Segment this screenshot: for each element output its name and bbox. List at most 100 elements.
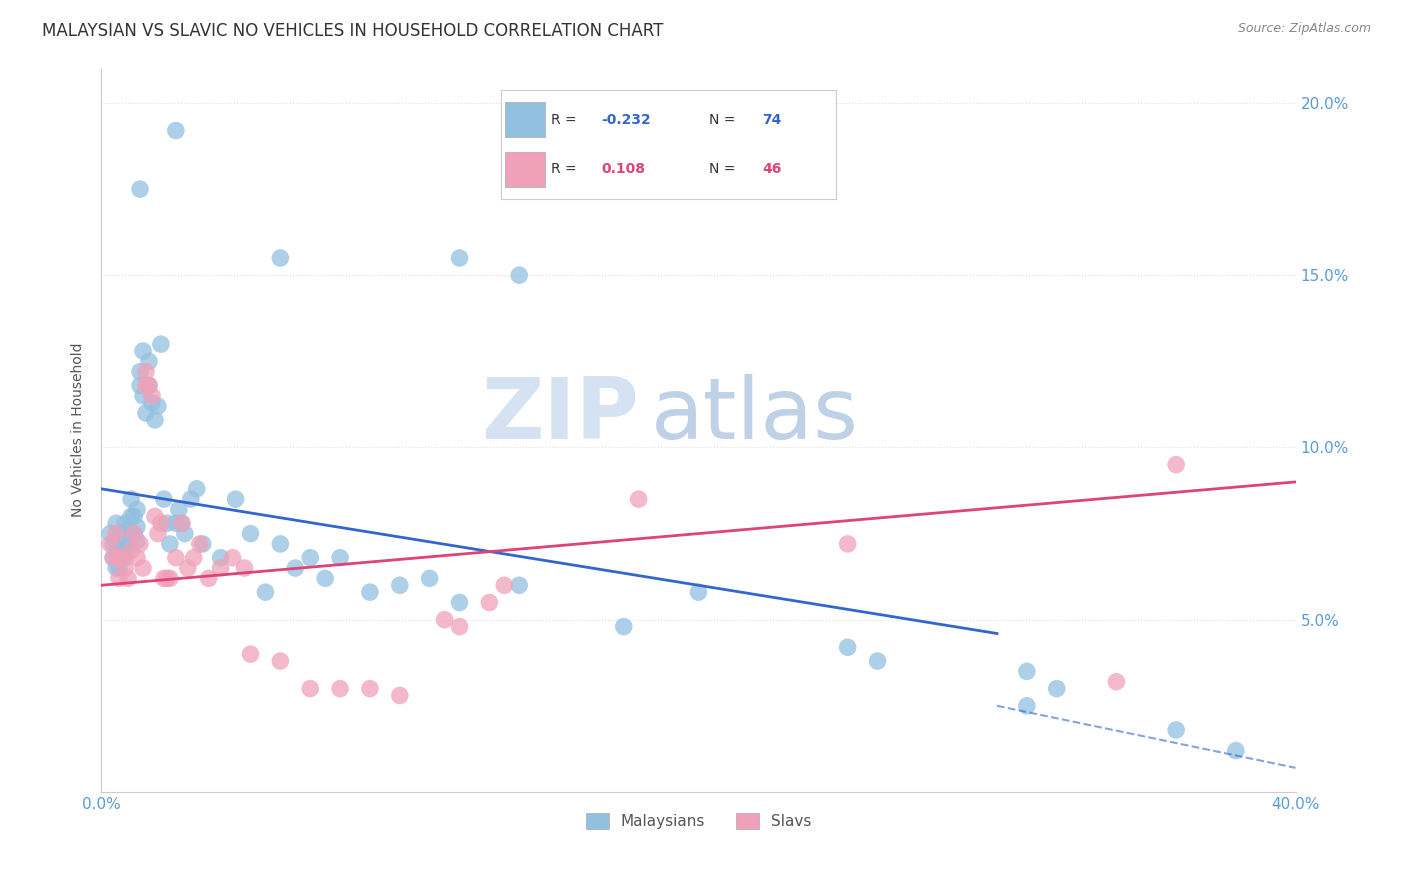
Point (1166, 458, 1188, 472)
Point (173, 526, 195, 541)
Point (188, 537, 211, 551)
Point (269, 251, 291, 265)
Point (329, 681, 352, 696)
Point (165, 516, 187, 531)
Point (156, 571, 179, 585)
Point (138, 378, 160, 392)
Point (146, 526, 169, 541)
Point (122, 509, 145, 524)
Point (388, 578, 411, 592)
Point (165, 550, 187, 565)
Point (138, 378, 160, 392)
Point (1225, 744, 1247, 758)
Point (125, 533, 148, 548)
Point (98, 526, 121, 541)
Point (120, 492, 142, 507)
Point (114, 537, 136, 551)
Point (120, 509, 142, 524)
Text: Source: ZipAtlas.com: Source: ZipAtlas.com (1237, 22, 1371, 36)
Point (114, 561, 136, 575)
Point (449, 595, 471, 609)
Point (117, 571, 139, 585)
Point (129, 537, 152, 551)
Point (153, 571, 176, 585)
Point (299, 681, 322, 696)
Point (688, 585, 710, 599)
Point (1105, 674, 1128, 689)
Point (329, 550, 352, 565)
Point (105, 516, 128, 531)
Point (149, 337, 172, 351)
Point (478, 595, 501, 609)
Point (1015, 698, 1038, 713)
Point (114, 516, 136, 531)
Point (159, 571, 181, 585)
Point (419, 571, 441, 585)
Point (170, 516, 193, 531)
Point (143, 413, 166, 427)
Point (627, 492, 650, 507)
Point (508, 268, 530, 283)
Point (1015, 665, 1038, 679)
Point (135, 406, 157, 420)
Point (132, 344, 155, 359)
Point (111, 550, 134, 565)
Text: MALAYSIAN VS SLAVIC NO VEHICLES IN HOUSEHOLD CORRELATION CHART: MALAYSIAN VS SLAVIC NO VEHICLES IN HOUSE… (42, 22, 664, 40)
Point (125, 550, 148, 565)
Y-axis label: No Vehicles in Household: No Vehicles in Household (72, 343, 86, 517)
Point (167, 502, 190, 516)
Point (98, 537, 121, 551)
Point (508, 578, 530, 592)
Point (156, 516, 179, 531)
Point (108, 571, 131, 585)
Point (299, 550, 322, 565)
Point (1166, 723, 1188, 737)
Text: ZIP: ZIP (481, 375, 638, 458)
Point (269, 654, 291, 668)
Point (111, 526, 134, 541)
Point (101, 537, 124, 551)
Point (101, 550, 124, 565)
Point (132, 561, 155, 575)
Point (254, 585, 277, 599)
Point (114, 550, 136, 565)
Point (132, 389, 155, 403)
Point (449, 619, 471, 633)
Point (117, 523, 139, 537)
Point (120, 544, 142, 558)
Point (105, 533, 128, 548)
Point (117, 537, 139, 551)
Point (449, 251, 471, 265)
Point (129, 365, 152, 379)
Legend: Malaysians, Slavs: Malaysians, Slavs (579, 806, 817, 835)
Point (191, 537, 214, 551)
Point (105, 561, 128, 575)
Point (141, 395, 163, 409)
Point (269, 537, 291, 551)
Point (141, 389, 163, 403)
Point (138, 354, 160, 368)
Point (186, 482, 208, 496)
Point (197, 571, 219, 585)
Point (108, 544, 131, 558)
Point (108, 561, 131, 575)
Point (135, 365, 157, 379)
Point (613, 619, 636, 633)
Point (177, 561, 200, 575)
Point (866, 654, 889, 668)
Point (122, 526, 145, 541)
Point (125, 519, 148, 533)
Point (221, 550, 243, 565)
Point (433, 613, 456, 627)
Point (159, 537, 181, 551)
Text: atlas: atlas (651, 375, 859, 458)
Point (837, 640, 859, 655)
Point (1046, 681, 1069, 696)
Point (135, 378, 157, 392)
Point (209, 550, 232, 565)
Point (494, 578, 516, 592)
Point (165, 123, 187, 137)
Point (837, 537, 859, 551)
Point (129, 378, 152, 392)
Point (153, 492, 176, 507)
